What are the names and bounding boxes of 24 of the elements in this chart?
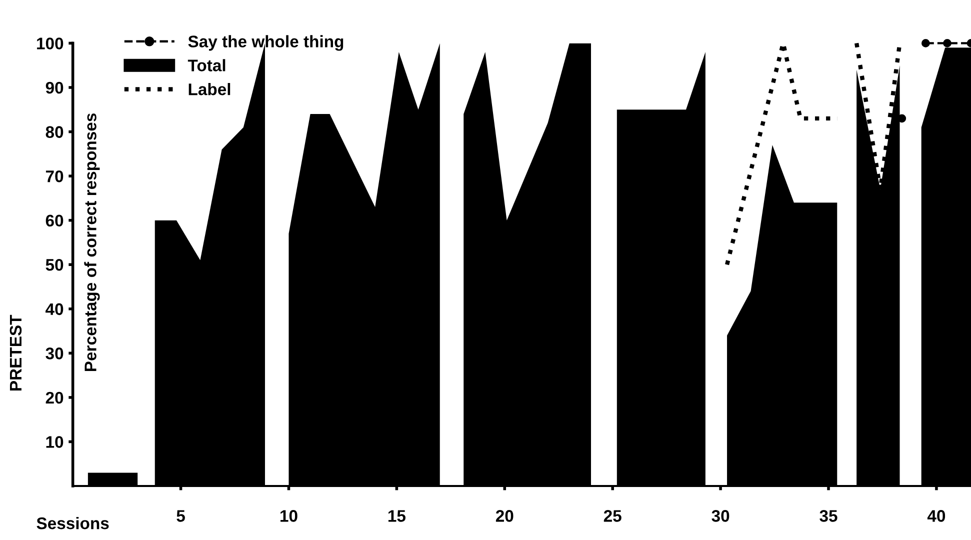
x-tick-label: 30	[712, 510, 730, 522]
y-tick-label: 70	[46, 170, 64, 182]
y-tick-label: 60	[46, 214, 64, 227]
y-tick-label: 40	[46, 303, 64, 316]
x-tick-label: 25	[604, 510, 622, 522]
x-tick-label: 35	[820, 510, 838, 522]
text: PRETEST	[10, 314, 22, 390]
y-tick-label: 30	[46, 348, 64, 360]
x-tick-label: 5	[176, 510, 185, 522]
y-tick-label: 20	[46, 392, 64, 404]
legend-label: Label	[188, 82, 230, 96]
x-tick-label: 10	[280, 510, 298, 522]
y-tick-label: 50	[46, 259, 64, 271]
y-axis-title: Percentage of correct responses	[84, 113, 100, 372]
x-tick-label: 15	[388, 510, 406, 522]
y-tick-label: 100	[37, 38, 64, 50]
legend-label: Total	[188, 59, 226, 72]
y-tick-label: 90	[46, 82, 64, 94]
legend-label: Say the whole thing	[188, 35, 344, 51]
y-tick-label: 10	[46, 436, 64, 448]
x-axis-title: Sessions	[36, 516, 109, 530]
x-tick-label: 40	[927, 510, 946, 522]
y-tick-label: 80	[46, 126, 64, 138]
x-tick-label: 20	[496, 510, 514, 522]
